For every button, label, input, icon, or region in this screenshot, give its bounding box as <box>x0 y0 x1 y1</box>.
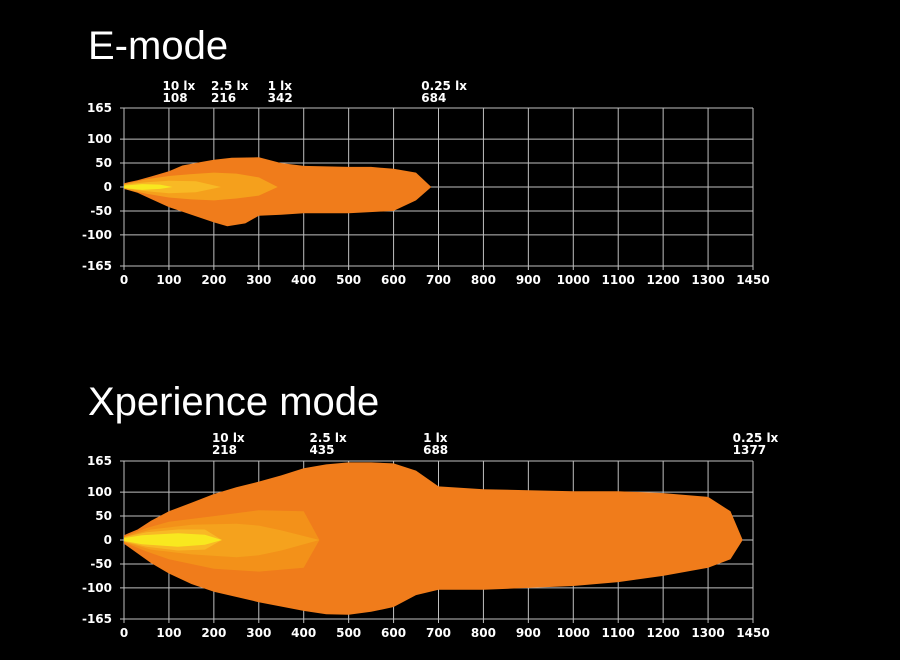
annotation-distance: 684 <box>421 91 446 105</box>
y-tick-label: 0 <box>104 180 112 194</box>
y-tick-label: -50 <box>90 557 112 571</box>
light-zone-0 <box>124 462 743 615</box>
x-tick-label: 0 <box>120 626 128 640</box>
annotation-distance: 218 <box>212 443 237 457</box>
x-tick-label: 1000 <box>557 273 590 287</box>
x-tick-label: 300 <box>246 273 271 287</box>
x-tick-label: 1000 <box>557 626 590 640</box>
y-tick-label: 100 <box>87 132 112 146</box>
y-tick-label: 0 <box>104 533 112 547</box>
x-tick-label: 1100 <box>602 626 635 640</box>
light-zone-3 <box>124 184 173 190</box>
x-tick-label: 900 <box>516 626 541 640</box>
x-tick-label: 600 <box>381 626 406 640</box>
y-tick-label: -165 <box>82 259 112 273</box>
annotation-distance: 342 <box>268 91 293 105</box>
x-tick-label: 1450 <box>736 273 769 287</box>
x-tick-label: 700 <box>426 273 451 287</box>
annotation-distance: 216 <box>211 91 236 105</box>
series-group <box>124 157 432 227</box>
annotation-lux: 10 lx <box>212 431 245 445</box>
light-zone-4 <box>124 533 222 547</box>
annotation-distance: 108 <box>163 91 188 105</box>
annotation-distance: 688 <box>423 443 448 457</box>
y-tick-label: 50 <box>95 509 112 523</box>
y-tick-label: 50 <box>95 156 112 170</box>
x-tick-label: 500 <box>336 273 361 287</box>
y-tick-label: -100 <box>82 228 112 242</box>
x-tick-label: 100 <box>156 626 181 640</box>
x-tick-label: 100 <box>156 273 181 287</box>
annotation-lux: 0.25 lx <box>733 431 779 445</box>
x-tick-label: 1450 <box>736 626 769 640</box>
y-tick-label: 165 <box>87 454 112 468</box>
annotation-lux: 10 lx <box>163 79 196 93</box>
annotation-distance: 1377 <box>733 443 766 457</box>
annotation-lux: 2.5 lx <box>309 431 347 445</box>
y-tick-label: 100 <box>87 485 112 499</box>
series-group <box>124 462 743 615</box>
x-tick-label: 900 <box>516 273 541 287</box>
x-tick-label: 1200 <box>646 626 679 640</box>
x-tick-label: 1300 <box>691 273 724 287</box>
annotation-lux: 1 lx <box>423 431 448 445</box>
x-tick-label: 1200 <box>646 273 679 287</box>
xperience-mode-title: Xperience mode <box>88 380 380 424</box>
x-tick-label: 300 <box>246 626 271 640</box>
x-tick-label: 700 <box>426 626 451 640</box>
x-tick-label: 1100 <box>602 273 635 287</box>
x-tick-label: 400 <box>291 273 316 287</box>
annotation-lux: 0.25 lx <box>421 79 467 93</box>
x-tick-label: 400 <box>291 626 316 640</box>
annotation-lux: 2.5 lx <box>211 79 249 93</box>
x-tick-label: 800 <box>471 626 496 640</box>
y-tick-label: -50 <box>90 204 112 218</box>
x-tick-label: 1300 <box>691 626 724 640</box>
annotation-distance: 435 <box>309 443 334 457</box>
x-tick-label: 200 <box>201 626 226 640</box>
x-tick-label: 0 <box>120 273 128 287</box>
x-tick-label: 600 <box>381 273 406 287</box>
x-tick-label: 800 <box>471 273 496 287</box>
y-tick-label: 165 <box>87 101 112 115</box>
y-tick-label: -165 <box>82 612 112 626</box>
e-mode-title: E-mode <box>88 24 229 68</box>
grid <box>120 107 754 270</box>
x-tick-label: 500 <box>336 626 361 640</box>
annotation-lux: 1 lx <box>268 79 293 93</box>
x-tick-label: 200 <box>201 273 226 287</box>
y-tick-label: -100 <box>82 581 112 595</box>
